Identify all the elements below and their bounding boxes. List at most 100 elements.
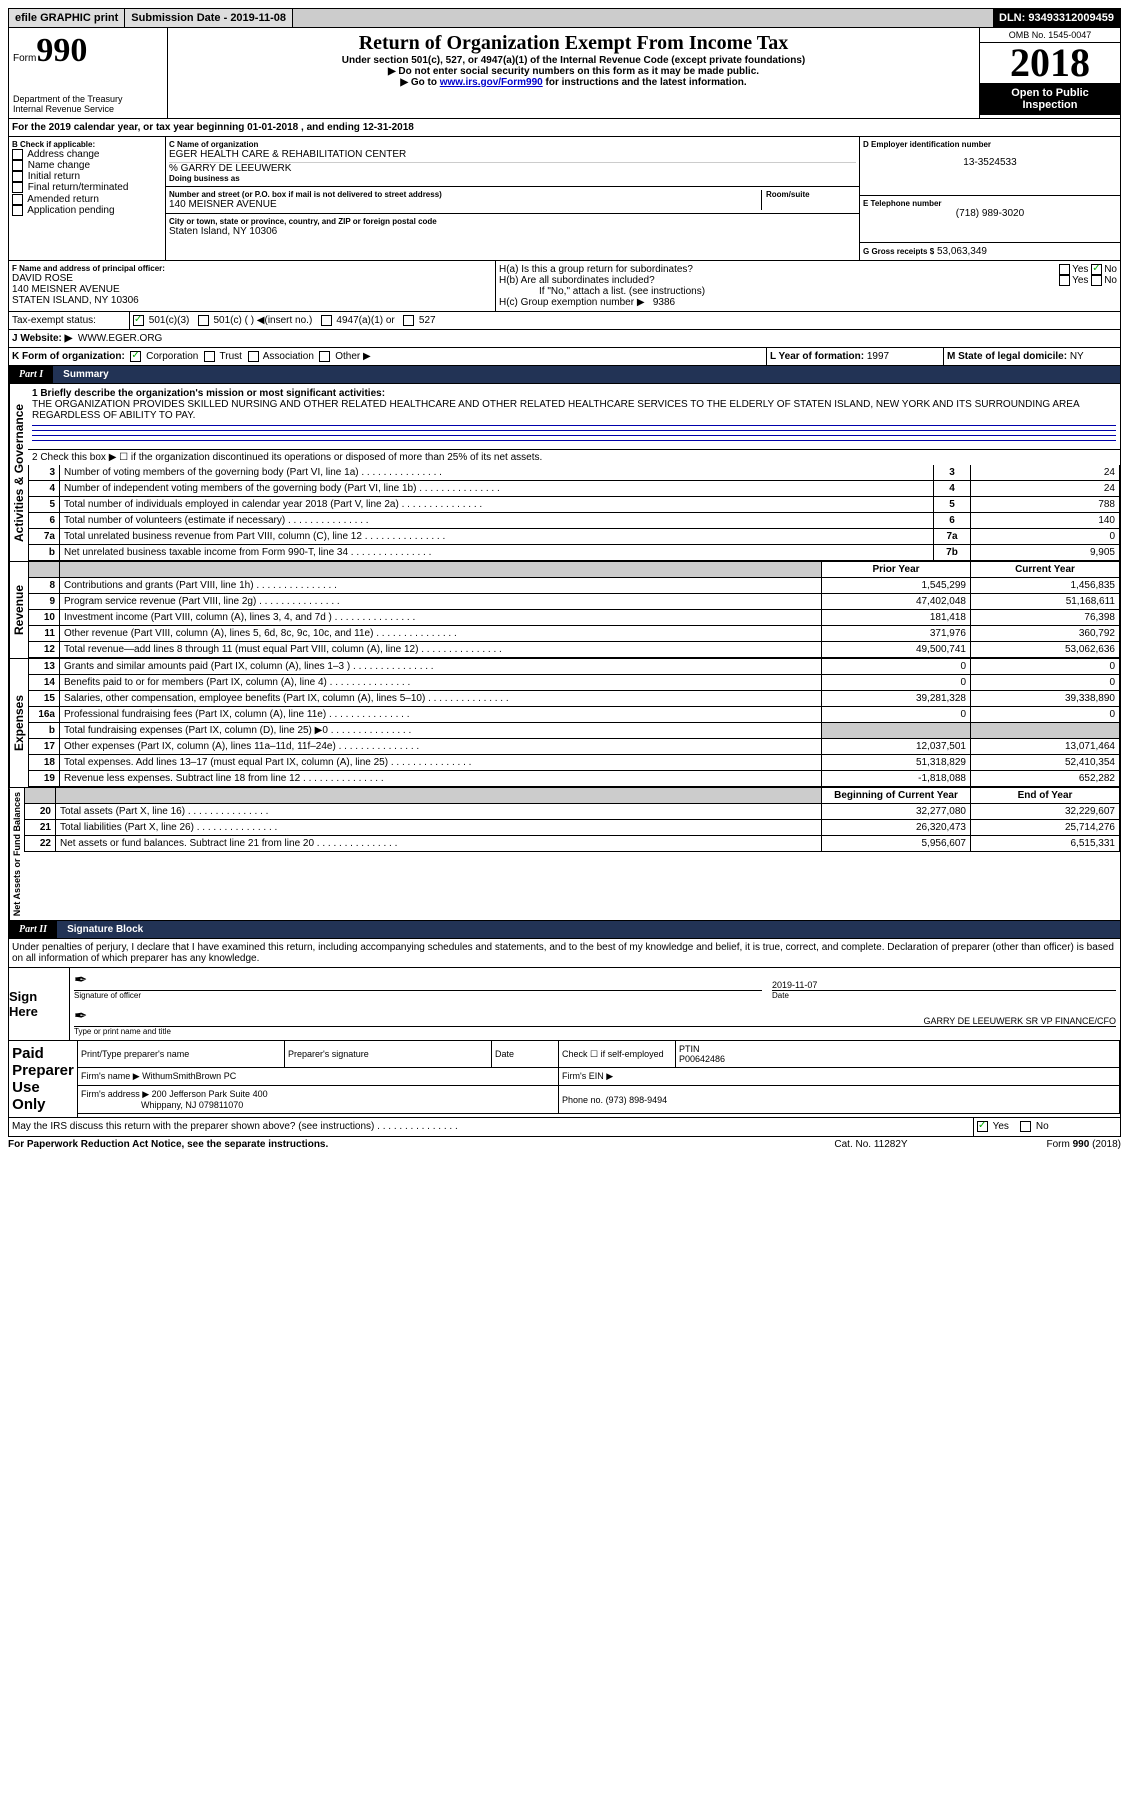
j-label: J Website: ▶ — [12, 333, 72, 344]
check-application-pending[interactable] — [12, 205, 23, 216]
line-text: Other expenses (Part IX, column (A), lin… — [60, 739, 822, 755]
prior-year: 49,500,741 — [822, 642, 971, 658]
prior-year: 51,318,829 — [822, 755, 971, 771]
website: WWW.EGER.ORG — [78, 333, 162, 344]
firm-name-label: Firm's name ▶ — [81, 1071, 140, 1081]
line-val: 788 — [971, 497, 1120, 513]
current-year: 0 — [971, 675, 1120, 691]
dba-label: Doing business as — [169, 174, 856, 183]
prior-year-hdr: Prior Year — [822, 562, 971, 578]
prior-year: 12,037,501 — [822, 739, 971, 755]
telephone: (718) 989-3020 — [863, 208, 1117, 219]
current-year — [971, 723, 1120, 739]
i-label: Tax-exempt status: — [9, 312, 130, 329]
form-number: 990 — [36, 32, 87, 70]
side-revenue: Revenue — [9, 562, 28, 658]
prior-year: 0 — [822, 659, 971, 675]
line-text: Total number of volunteers (estimate if … — [60, 513, 934, 529]
line-text: Grants and similar amounts paid (Part IX… — [60, 659, 822, 675]
current-year: 39,338,890 — [971, 691, 1120, 707]
i-opt: 527 — [403, 315, 444, 326]
ha-yes-checkbox[interactable] — [1059, 264, 1070, 275]
discuss-yes: Yes — [993, 1122, 1009, 1133]
line-val: 0 — [971, 529, 1120, 545]
i-opt: 4947(a)(1) or — [321, 315, 403, 326]
line-text: Total fundraising expenses (Part IX, col… — [60, 723, 822, 739]
part2-num: Part II — [9, 921, 57, 938]
line-text: Number of independent voting members of … — [60, 481, 934, 497]
m-label: M State of legal domicile: — [947, 351, 1067, 362]
prep-name-label: Print/Type preparer's name — [78, 1041, 285, 1068]
line-val: 24 — [971, 481, 1120, 497]
k-opt-2-checkbox[interactable] — [248, 351, 259, 362]
room-label: Room/suite — [766, 190, 856, 199]
line-text: Total assets (Part X, line 16) — [56, 804, 822, 820]
check-initial-return[interactable] — [12, 171, 23, 182]
prep-date-label: Date — [492, 1041, 559, 1068]
discuss-no-checkbox[interactable] — [1020, 1121, 1031, 1132]
i-opt-0-checkbox[interactable] — [133, 315, 144, 326]
efile-button[interactable]: efile GRAPHIC print — [9, 9, 125, 27]
officer-typed-name: GARRY DE LEEUWERK SR VP FINANCE/CFO — [923, 1016, 1116, 1026]
line-num: 22 — [25, 836, 56, 852]
footer-mid: Cat. No. 11282Y — [771, 1139, 971, 1150]
check-amended-return[interactable] — [12, 194, 23, 205]
current-year: 32,229,607 — [971, 804, 1120, 820]
line-val: 140 — [971, 513, 1120, 529]
section-c-label: C Name of organization — [169, 140, 856, 149]
line-num: 8 — [29, 578, 60, 594]
irs-link[interactable]: www.irs.gov/Form990 — [440, 77, 543, 88]
hb-no-checkbox[interactable] — [1091, 275, 1102, 286]
i-opt-1-checkbox[interactable] — [198, 315, 209, 326]
prior-year — [822, 723, 971, 739]
prior-year: 371,976 — [822, 626, 971, 642]
footer-right: Form 990 (2018) — [971, 1139, 1121, 1150]
i-opt-3-checkbox[interactable] — [403, 315, 414, 326]
line-num: b — [29, 723, 60, 739]
k-opt: Trust — [201, 351, 245, 362]
check-final-return-terminated[interactable] — [12, 182, 23, 193]
i-opt: 501(c) ( ) ◀(insert no.) — [198, 315, 321, 326]
part2-title: Signature Block — [57, 921, 1120, 938]
hc-val: 9386 — [653, 297, 675, 308]
firm-addr-label: Firm's address ▶ — [81, 1089, 149, 1099]
goto-post: for instructions and the latest informat… — [546, 77, 747, 88]
k-opt-0-checkbox[interactable] — [130, 351, 141, 362]
end-year-hdr: End of Year — [971, 788, 1120, 804]
begin-year-hdr: Beginning of Current Year — [822, 788, 971, 804]
current-year: 13,071,464 — [971, 739, 1120, 755]
discuss-yes-checkbox[interactable] — [977, 1121, 988, 1132]
hb-yes-checkbox[interactable] — [1059, 275, 1070, 286]
line-num: 10 — [29, 610, 60, 626]
k-opt-3-checkbox[interactable] — [319, 351, 330, 362]
ha-no-checkbox[interactable] — [1091, 264, 1102, 275]
prior-year: 0 — [822, 707, 971, 723]
phone-label-e: E Telephone number — [863, 199, 1117, 208]
line-box: 3 — [934, 465, 971, 481]
k-opt-1-checkbox[interactable] — [204, 351, 215, 362]
firm-addr1: 200 Jefferson Park Suite 400 — [152, 1089, 268, 1099]
i-opt-2-checkbox[interactable] — [321, 315, 332, 326]
firm-ein-label: Firm's EIN ▶ — [559, 1068, 1120, 1086]
form-subtitle: Under section 501(c), 527, or 4947(a)(1)… — [172, 55, 975, 66]
line-text: Net unrelated business taxable income fr… — [60, 545, 934, 561]
ptin: P00642486 — [679, 1054, 725, 1064]
check-address-change[interactable] — [12, 149, 23, 160]
check-name-change[interactable] — [12, 160, 23, 171]
line-text: Benefits paid to or for members (Part IX… — [60, 675, 822, 691]
current-year: 360,792 — [971, 626, 1120, 642]
sign-here-label: Sign Here — [9, 968, 70, 1040]
line-val: 24 — [971, 465, 1120, 481]
part1-title: Summary — [53, 366, 1120, 383]
goto-pre: ▶ Go to — [400, 77, 439, 88]
form-header: Form 990 Department of the Treasury Inte… — [8, 28, 1121, 119]
prior-year: -1,818,088 — [822, 771, 971, 787]
firm-name: WithumSmithBrown PC — [142, 1071, 236, 1081]
hc-label: H(c) Group exemption number ▶ — [499, 297, 645, 308]
current-year: 1,456,835 — [971, 578, 1120, 594]
line-box: 5 — [934, 497, 971, 513]
ein: 13-3524533 — [863, 157, 1117, 168]
gross-label: G Gross receipts $ — [863, 247, 934, 256]
line-text: Total liabilities (Part X, line 26) — [56, 820, 822, 836]
line-text: Revenue less expenses. Subtract line 18 … — [60, 771, 822, 787]
